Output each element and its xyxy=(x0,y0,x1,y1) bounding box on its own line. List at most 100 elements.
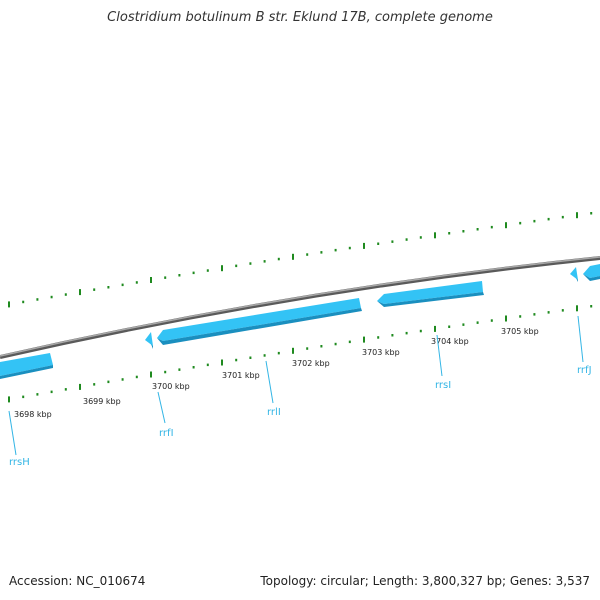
gene-arrow-rrfI[interactable] xyxy=(145,332,153,349)
inner-tick-35 xyxy=(505,315,507,322)
inner-tick-34 xyxy=(490,319,493,322)
inner-tick-18 xyxy=(263,354,266,357)
inner-tick-0 xyxy=(8,396,10,403)
inner-tick-31 xyxy=(448,325,451,328)
outer-tick-12 xyxy=(178,274,181,277)
outer-tick-25 xyxy=(363,242,365,249)
outer-tick-16 xyxy=(235,264,238,268)
outer-tick-36 xyxy=(519,221,522,225)
outer-tick-21 xyxy=(306,253,309,256)
inner-tick-19 xyxy=(277,351,280,355)
tick-label-3703: 3703 kbp xyxy=(362,348,400,357)
outer-tick-11 xyxy=(164,276,167,279)
inner-tick-36 xyxy=(519,315,522,318)
inner-tick-5 xyxy=(79,383,81,390)
genome-backbone xyxy=(0,256,600,359)
outer-tick-19 xyxy=(277,257,280,261)
outer-tick-2 xyxy=(36,298,39,301)
outer-tick-0 xyxy=(8,301,10,308)
outer-tick-29 xyxy=(419,236,422,239)
outer-tick-6 xyxy=(93,288,96,291)
gene-label-rrfI[interactable]: rrfI xyxy=(159,428,174,439)
accession-label: Accession: NC_010674 xyxy=(9,574,146,588)
tick-label-3702: 3702 kbp xyxy=(292,359,330,368)
gene-label-rrsI[interactable]: rrsI xyxy=(435,380,451,391)
outer-tick-8 xyxy=(121,283,124,287)
gene-arrow-rrsI[interactable] xyxy=(377,281,484,307)
inner-tick-16 xyxy=(235,358,238,362)
outer-tick-33 xyxy=(476,228,479,231)
outer-tick-40 xyxy=(576,212,578,219)
tick-label-3698: 3698 kbp xyxy=(14,410,52,419)
outer-tick-37 xyxy=(533,219,536,223)
outer-tick-31 xyxy=(448,232,451,235)
outer-tick-24 xyxy=(348,246,351,250)
outer-tick-20 xyxy=(292,253,294,260)
outer-tick-30 xyxy=(434,232,436,239)
inner-tick-12 xyxy=(178,368,181,371)
inner-tick-7 xyxy=(107,380,110,384)
outer-tick-track xyxy=(8,212,593,308)
inner-tick-17 xyxy=(249,356,252,359)
inner-tick-22 xyxy=(320,345,323,348)
outer-tick-28 xyxy=(405,238,408,241)
outer-tick-23 xyxy=(334,248,337,252)
outer-tick-14 xyxy=(206,269,209,272)
outer-tick-9 xyxy=(135,281,138,284)
inner-tick-38 xyxy=(547,311,550,314)
outer-tick-38 xyxy=(547,217,550,221)
outer-tick-26 xyxy=(377,242,380,245)
gene-labels: rrsH rrfI rrlI rrsI rrfJ xyxy=(8,315,592,468)
gene-arrow-rrsH[interactable] xyxy=(0,353,53,379)
inner-tick-41 xyxy=(590,305,593,308)
inner-tick-track xyxy=(8,305,593,403)
genome-title: Clostridium botulinum B str. Eklund 17B,… xyxy=(107,10,493,25)
gene-arrow-rrfJ[interactable] xyxy=(570,267,578,282)
inner-tick-15 xyxy=(221,359,223,366)
inner-tick-26 xyxy=(377,336,380,339)
gene-arrow-partial-right[interactable] xyxy=(583,264,600,281)
inner-tick-8 xyxy=(121,378,124,381)
gene-label-rrfJ[interactable]: rrfJ xyxy=(577,365,592,376)
inner-tick-4 xyxy=(64,388,67,391)
tick-label-3705: 3705 kbp xyxy=(501,327,539,336)
tick-label-3699: 3699 kbp xyxy=(83,397,121,406)
inner-tick-28 xyxy=(405,331,408,335)
inner-tick-39 xyxy=(561,309,564,312)
outer-tick-18 xyxy=(263,260,266,263)
inner-tick-30 xyxy=(434,325,436,332)
outer-tick-13 xyxy=(192,271,195,275)
inner-tick-6 xyxy=(93,383,96,386)
inner-tick-21 xyxy=(306,347,309,350)
gene-features xyxy=(0,264,600,379)
inner-tick-24 xyxy=(348,340,351,344)
inner-tick-13 xyxy=(192,366,195,369)
tick-label-3700: 3700 kbp xyxy=(152,382,190,391)
outer-tick-41 xyxy=(590,212,593,215)
outer-tick-5 xyxy=(79,289,81,296)
inner-tick-29 xyxy=(419,329,422,333)
outer-tick-35 xyxy=(505,222,507,229)
tick-label-3704: 3704 kbp xyxy=(431,337,469,346)
gene-label-rrsH[interactable]: rrsH xyxy=(9,457,30,468)
inner-tick-14 xyxy=(206,363,209,367)
outer-tick-3 xyxy=(50,295,53,299)
gene-label-rrlI[interactable]: rrlI xyxy=(267,407,281,418)
inner-tick-11 xyxy=(164,370,167,374)
inner-tick-33 xyxy=(476,321,479,324)
outer-tick-17 xyxy=(249,262,252,265)
scale-labels: 3698 kbp 3699 kbp 3700 kbp 3701 kbp 3702… xyxy=(14,327,539,419)
inner-tick-3 xyxy=(50,390,53,394)
outer-tick-27 xyxy=(391,240,394,243)
inner-tick-27 xyxy=(391,334,394,337)
outer-tick-10 xyxy=(150,277,152,283)
gene-arrow-rrlI[interactable] xyxy=(157,298,362,345)
inner-tick-2 xyxy=(36,393,39,396)
outer-tick-22 xyxy=(320,251,323,254)
inner-tick-40 xyxy=(576,305,578,312)
inner-tick-9 xyxy=(135,375,138,379)
inner-tick-10 xyxy=(150,371,152,378)
genome-stats-label: Topology: circular; Length: 3,800,327 bp… xyxy=(260,574,590,588)
inner-tick-32 xyxy=(462,323,465,326)
